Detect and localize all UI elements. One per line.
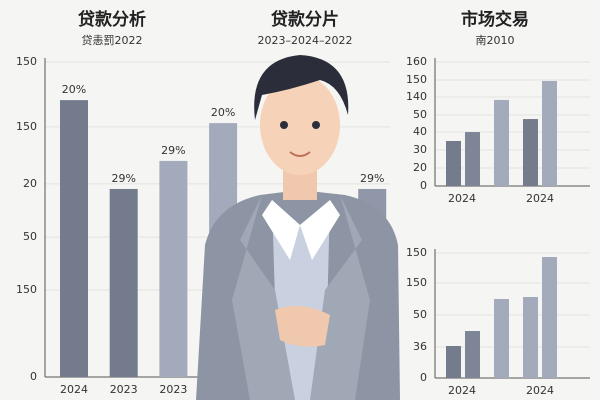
face [260,75,340,175]
x-tick-label: 2024 [526,384,554,397]
bar-annotation: 29% [111,172,135,185]
y-tick-label: 50 [413,108,427,121]
y-tick-label: 30 [413,143,427,156]
bar [523,297,538,378]
bar-annotation: 20% [62,83,86,96]
chart-title: 贷款分片 [271,9,339,30]
bar-annotation: 29% [360,172,384,185]
bar [465,331,480,378]
x-tick-label: 2024 [448,192,476,205]
y-tick-label: 0 [420,179,427,192]
person-illustration [196,55,400,400]
y-tick-label: 0 [420,371,427,384]
bar [465,132,480,186]
y-tick-label: 50 [413,308,427,321]
y-tick-label: 36 [413,340,427,353]
y-tick-label: 140 [406,90,427,103]
bar-annotation: 29% [161,144,185,157]
y-tick-label: 150 [16,55,37,68]
x-tick-label: 2024 [526,192,554,205]
x-tick-label: 2023 [110,383,138,396]
bar [159,160,188,377]
y-tick-label: 150 [16,283,37,296]
bar [542,80,557,186]
x-tick-label: 2024 [448,384,476,397]
collar [300,200,340,260]
mouth [289,151,311,157]
chart-subtitle: 南2010 [476,34,515,47]
hair [254,55,349,120]
y-tick-label: 150 [406,73,427,86]
y-tick-label: 50 [23,230,37,243]
y-tick-label: 150 [406,276,427,289]
bar [542,257,557,378]
y-tick-label: 20 [413,161,427,174]
x-tick-label: 2024 [60,383,88,396]
lapel [232,195,295,400]
y-tick-label: 160 [406,55,427,68]
bar [446,140,461,186]
y-tick-label: 20 [23,177,37,190]
chart-subtitle: 2023–2024–2022 [258,34,353,47]
bar [109,188,138,377]
bar [494,299,509,378]
y-tick-label: 150 [406,246,427,259]
bar [523,119,538,186]
chart-title: 市场交易 [461,9,529,30]
bar [446,346,461,378]
x-tick-label: 2023 [159,383,187,396]
collar [262,200,300,260]
eye [312,121,320,129]
lapel [310,195,370,400]
bar-annotation: 20% [211,106,235,119]
chart-subtitle: 贷恚罰2022 [82,33,143,47]
y-tick-label: 40 [413,125,427,138]
bar [494,99,509,186]
chart-title: 贷款分析 [78,9,146,30]
hands [275,306,330,347]
y-tick-label: 0 [30,370,37,383]
bar [60,100,88,378]
eye [280,121,288,129]
y-tick-label: 150 [16,120,37,133]
